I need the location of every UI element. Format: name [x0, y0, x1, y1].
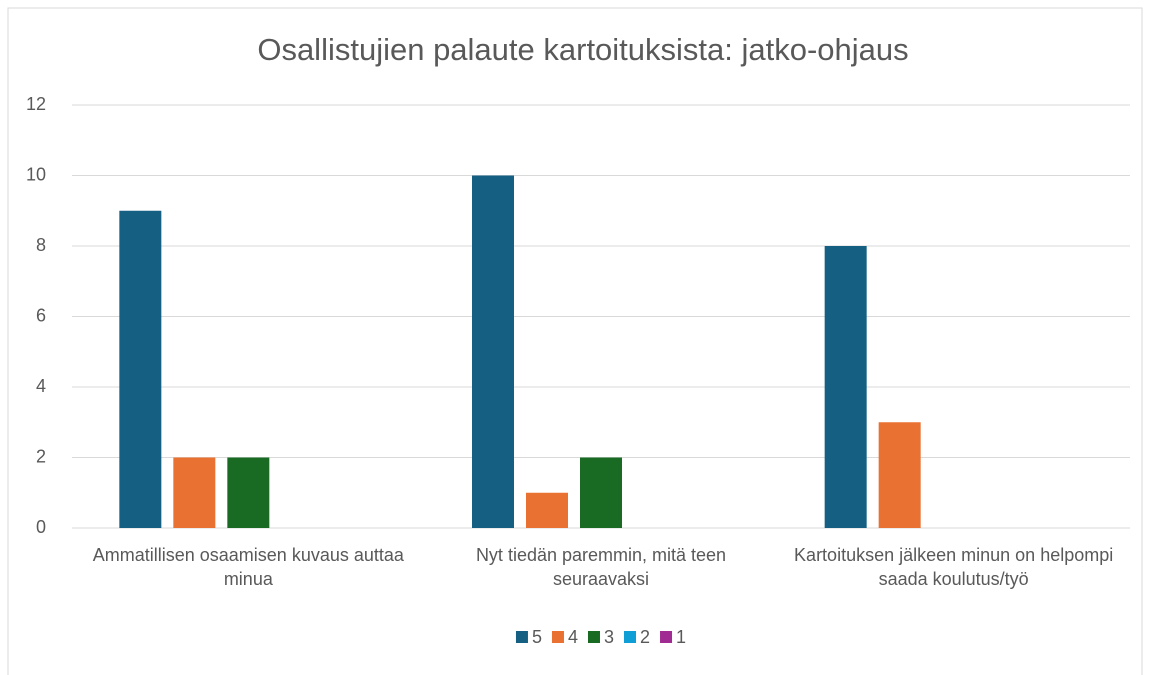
legend-swatch: [551, 631, 564, 643]
x-tick-label: Nyt tiedän paremmin, mitä teen seuraavak…: [475, 545, 727, 589]
y-tick-label: 2: [36, 446, 46, 466]
bar: [580, 457, 622, 528]
y-tick-label: 4: [36, 376, 46, 396]
legend-label: 2: [640, 627, 650, 647]
legend-swatch: [660, 631, 673, 643]
bar: [472, 175, 514, 528]
legend-swatch: [624, 631, 637, 643]
x-tick-label: Ammatillisen osaamisen kuvaus auttaa min…: [92, 545, 404, 589]
legend-swatch: [587, 631, 600, 643]
y-tick-label: 0: [36, 517, 46, 537]
bar: [878, 422, 921, 528]
y-tick-label: 12: [26, 94, 46, 114]
bar: [824, 246, 867, 528]
bar: [119, 210, 162, 528]
x-tick-label: Kartoituksen jälkeen minun on helpompi s…: [794, 545, 1114, 589]
chart-title: Osallistujien palaute kartoituksista: ja…: [257, 32, 908, 67]
legend-label: 1: [676, 627, 686, 647]
bar: [227, 457, 270, 528]
y-tick-label: 10: [26, 164, 46, 184]
chart-border: [7, 7, 1143, 675]
legend-label: 3: [604, 627, 614, 647]
legend-swatch: [515, 631, 528, 643]
legend-label: 4: [568, 627, 578, 647]
bar: [173, 457, 216, 528]
y-tick-label: 6: [36, 305, 46, 325]
y-tick-label: 8: [36, 235, 46, 255]
bar: [526, 492, 568, 528]
legend-label: 5: [532, 627, 542, 647]
